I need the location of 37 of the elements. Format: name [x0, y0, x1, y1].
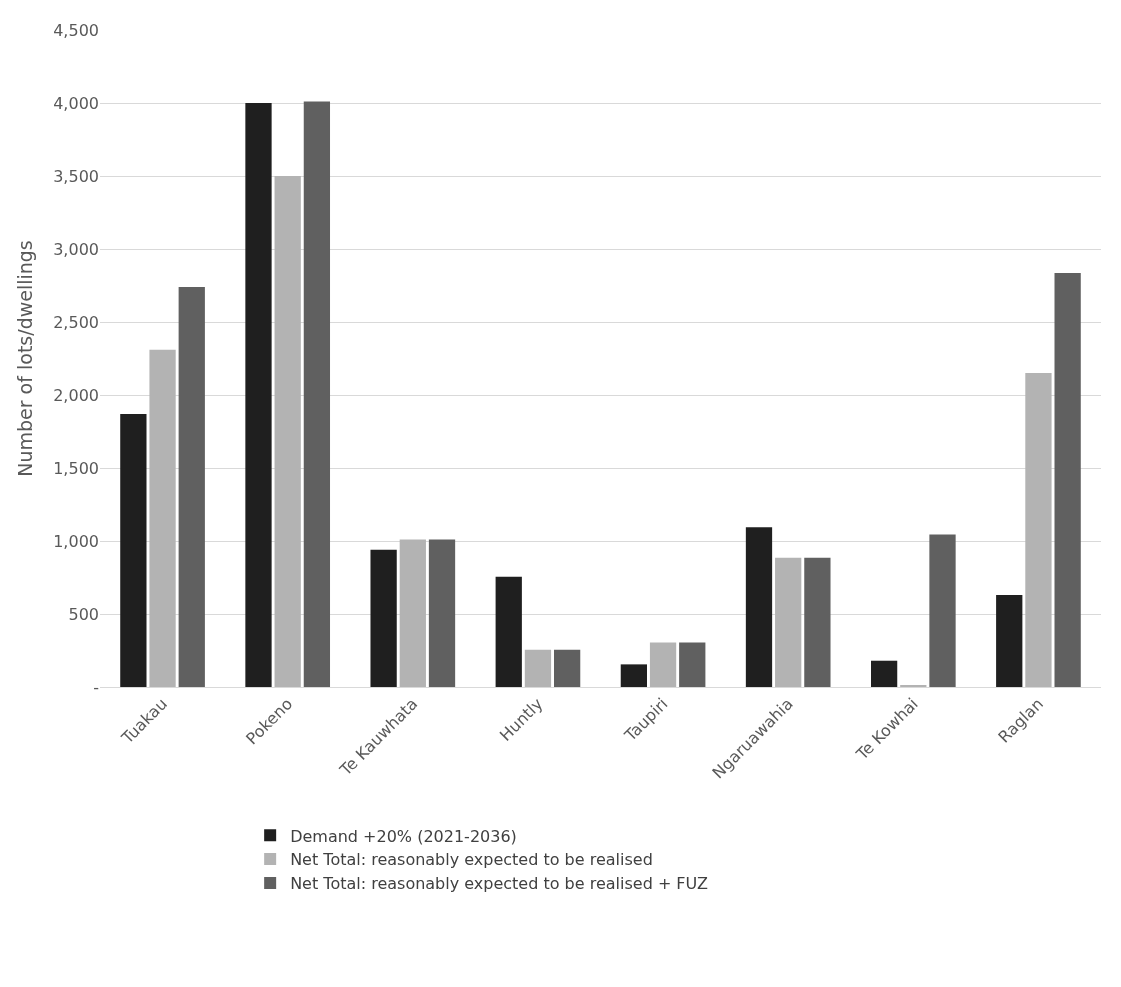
bar [178, 286, 205, 687]
bar [804, 557, 831, 687]
bar [929, 534, 956, 687]
bar [1025, 373, 1052, 687]
y-tick-label: 3,500 [53, 166, 99, 186]
bar [399, 539, 426, 687]
y-tick-label: 4,500 [53, 20, 99, 40]
y-tick-label: - [93, 677, 99, 697]
legend-label: Net Total: reasonably expected to be realised [290, 850, 653, 870]
bar [303, 101, 331, 687]
bar [149, 349, 176, 687]
y-tick-label: 3,000 [53, 239, 99, 259]
y-tick-label: 1,000 [53, 531, 99, 551]
y-tick-label: 500 [68, 604, 99, 624]
bar [370, 549, 397, 687]
y-tick-label: 4,000 [53, 93, 99, 113]
bar [120, 413, 147, 687]
y-tick-label: 2,000 [53, 385, 99, 405]
bar [274, 176, 301, 687]
bar [524, 649, 552, 687]
bar [649, 642, 677, 687]
bar [245, 103, 272, 687]
y-axis-title: Number of lots/dwellings [14, 240, 37, 477]
legend-label: Demand +20% (2021-2036) [290, 826, 517, 846]
bar [1054, 273, 1081, 687]
bar [870, 660, 898, 687]
bar [775, 557, 802, 687]
bar [428, 539, 456, 687]
bar [745, 527, 773, 687]
bar [620, 664, 647, 687]
y-tick-label: 2,500 [53, 312, 99, 332]
legend-label: Net Total: reasonably expected to be realised + FUZ [290, 874, 708, 894]
bar [495, 576, 522, 687]
y-tick-label: 1,500 [53, 458, 99, 478]
bar [996, 595, 1023, 687]
bar [554, 649, 581, 687]
bar [679, 642, 706, 687]
